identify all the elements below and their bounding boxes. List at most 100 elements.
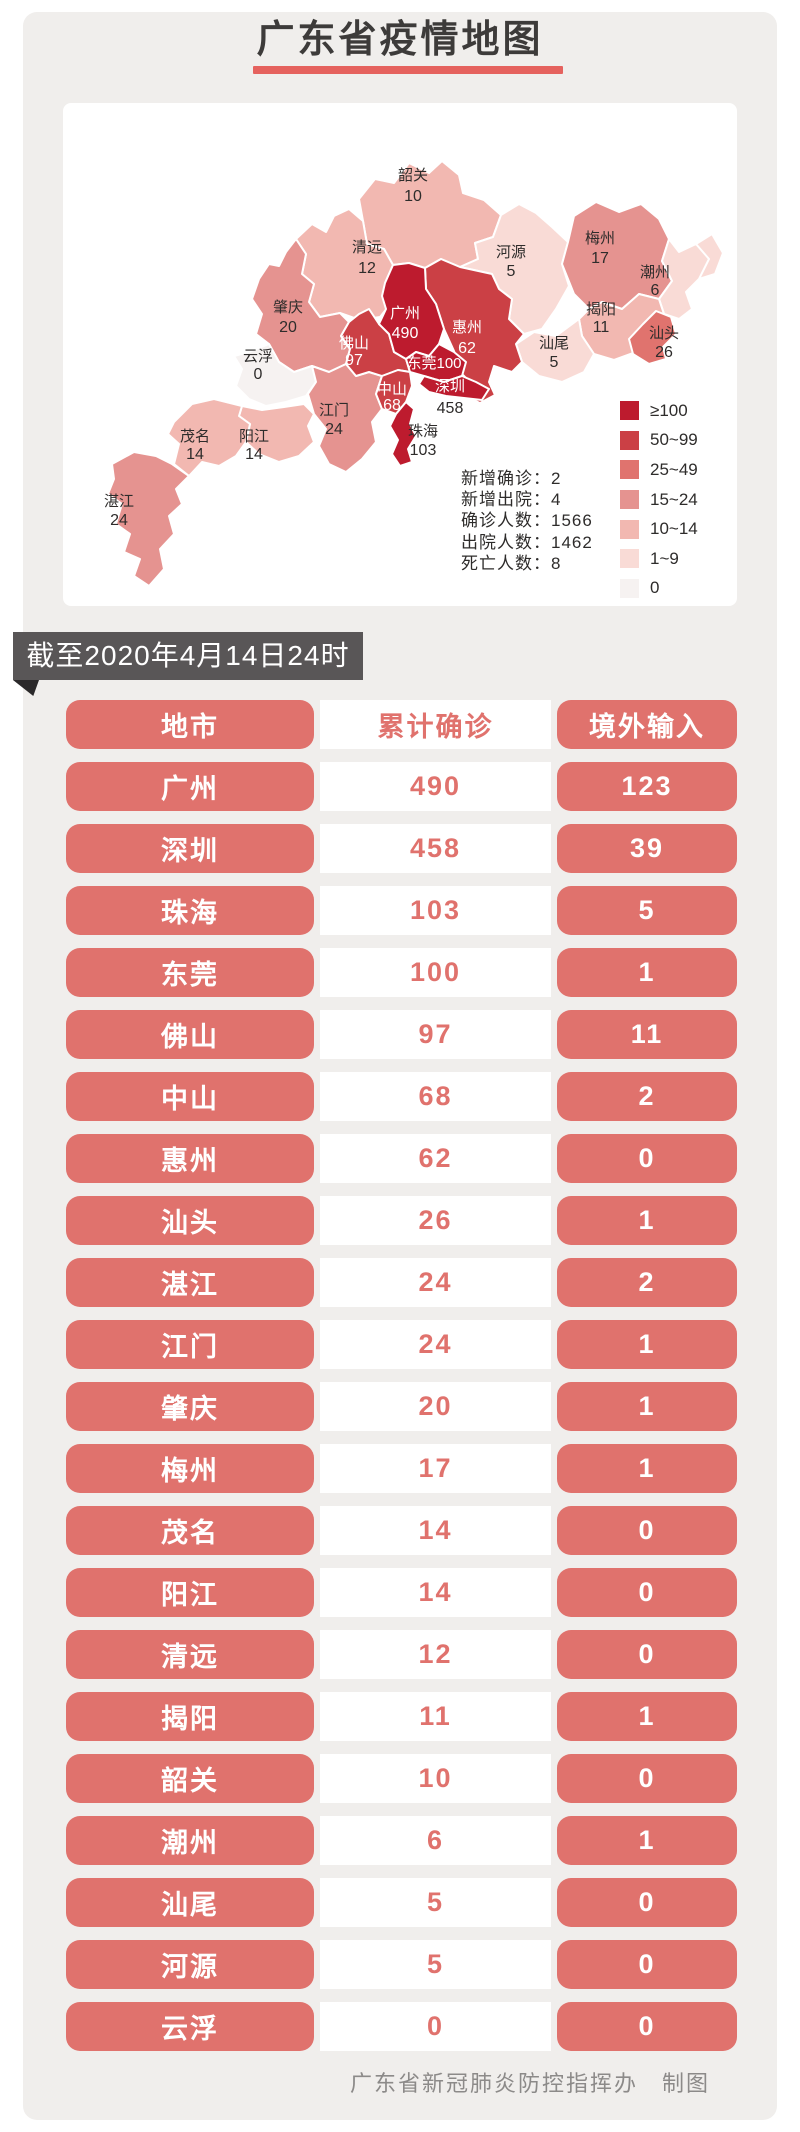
map-label-10: 云浮 xyxy=(243,348,273,365)
map-value-3: 17 xyxy=(591,250,609,267)
cell-imported: 1 xyxy=(557,1196,737,1245)
table-row-14: 清远 12 0 xyxy=(66,1630,737,1679)
cell-imported: 5 xyxy=(557,886,737,935)
cell-imported: 0 xyxy=(557,1506,737,1555)
map-value-12: 14 xyxy=(186,446,204,463)
map-value-9: 20 xyxy=(279,319,297,336)
map-value-4: 6 xyxy=(651,282,660,299)
cell-confirmed: 68 xyxy=(320,1072,551,1121)
cell-confirmed: 26 xyxy=(320,1196,551,1245)
table-row-9: 江门 24 1 xyxy=(66,1320,737,1369)
cell-imported: 1 xyxy=(557,1320,737,1369)
map-region-8 xyxy=(424,258,525,404)
map-region-10 xyxy=(233,343,317,407)
map-label-16: 广州 xyxy=(390,305,420,322)
map-label-0: 韶关 xyxy=(398,167,428,184)
legend-row-1: 50~99 xyxy=(620,426,698,456)
cell-confirmed: 14 xyxy=(320,1568,551,1617)
cell-confirmed: 5 xyxy=(320,1878,551,1927)
map-label-6: 汕头 xyxy=(649,325,679,342)
map-region-17 xyxy=(405,343,467,383)
cell-city: 肇庆 xyxy=(66,1382,314,1431)
legend-swatch-4 xyxy=(620,519,639,539)
table-row-6: 惠州 62 0 xyxy=(66,1134,737,1183)
cell-city: 韶关 xyxy=(66,1754,314,1803)
table-row-3: 东莞 100 1 xyxy=(66,948,737,997)
cell-imported: 1 xyxy=(557,1692,737,1741)
header-cell-imported: 境外输入 xyxy=(557,700,737,749)
cell-city: 东莞 xyxy=(66,948,314,997)
cell-imported: 0 xyxy=(557,1134,737,1183)
cell-city: 清远 xyxy=(66,1630,314,1679)
cell-city: 茂名 xyxy=(66,1506,314,1555)
map-value-15: 97 xyxy=(345,352,363,369)
cell-city: 汕尾 xyxy=(66,1878,314,1927)
map-value-8: 62 xyxy=(458,340,476,357)
table-header-row: 地市 累计确诊 境外输入 xyxy=(66,700,737,749)
legend-row-4: 10~14 xyxy=(620,514,698,544)
table-row-19: 河源 5 0 xyxy=(66,1940,737,1989)
map-label-5: 揭阳 xyxy=(586,301,616,318)
stat-line-0: 新增确诊：2 xyxy=(461,469,562,488)
legend-row-0: ≥100 xyxy=(620,396,698,426)
map-label-9: 肇庆 xyxy=(273,299,303,316)
cell-city: 潮州 xyxy=(66,1816,314,1865)
map-label-13: 湛江 xyxy=(104,493,134,510)
cell-city: 中山 xyxy=(66,1072,314,1121)
cell-confirmed: 20 xyxy=(320,1382,551,1431)
legend-row-3: 15~24 xyxy=(620,485,698,515)
cell-confirmed: 62 xyxy=(320,1134,551,1183)
map-value-6: 26 xyxy=(655,344,673,361)
cell-imported: 39 xyxy=(557,824,737,873)
title-underline xyxy=(253,66,563,74)
map-value-13: 24 xyxy=(110,512,128,529)
cell-city: 阳江 xyxy=(66,1568,314,1617)
legend-swatch-1 xyxy=(620,430,639,450)
legend-label-1: 50~99 xyxy=(650,430,698,450)
map-value-19: 458 xyxy=(437,400,464,417)
cell-city: 云浮 xyxy=(66,2002,314,2051)
cell-city: 广州 xyxy=(66,762,314,811)
map-value-11: 14 xyxy=(245,446,263,463)
legend-row-6: 0 xyxy=(620,574,698,604)
table-row-1: 深圳 458 39 xyxy=(66,824,737,873)
cell-city: 湛江 xyxy=(66,1258,314,1307)
map-label-11: 阳江 xyxy=(239,428,269,445)
legend-label-2: 25~49 xyxy=(650,459,698,479)
cell-city: 佛山 xyxy=(66,1010,314,1059)
map-value-16: 490 xyxy=(392,325,419,342)
table-row-11: 梅州 17 1 xyxy=(66,1444,737,1493)
cell-imported: 0 xyxy=(557,2002,737,2051)
table-row-20: 云浮 0 0 xyxy=(66,2002,737,2051)
header-cell-confirmed: 累计确诊 xyxy=(320,700,551,749)
cell-imported: 2 xyxy=(557,1072,737,1121)
cell-city: 河源 xyxy=(66,1940,314,1989)
map-label-19: 深圳 xyxy=(435,378,465,395)
map-legend: ≥100 50~99 25~49 15~24 10~14 1~9 0 xyxy=(620,396,698,603)
map-value-7: 5 xyxy=(550,354,559,371)
header-cell-city: 地市 xyxy=(66,700,314,749)
map-label-18: 中山 xyxy=(377,381,407,398)
map-label-12: 茂名 xyxy=(180,428,210,445)
cell-city: 珠海 xyxy=(66,886,314,935)
cell-city: 江门 xyxy=(66,1320,314,1369)
cell-confirmed: 24 xyxy=(320,1320,551,1369)
legend-swatch-2 xyxy=(620,460,639,480)
cell-confirmed: 17 xyxy=(320,1444,551,1493)
map-label-4: 潮州 xyxy=(640,264,670,281)
cell-confirmed: 97 xyxy=(320,1010,551,1059)
table-row-2: 珠海 103 5 xyxy=(66,886,737,935)
cell-confirmed: 10 xyxy=(320,1754,551,1803)
table-row-0: 广州 490 123 xyxy=(66,762,737,811)
cell-confirmed: 458 xyxy=(320,824,551,873)
cell-city: 梅州 xyxy=(66,1444,314,1493)
map-region-7 xyxy=(515,318,595,383)
cell-confirmed: 12 xyxy=(320,1630,551,1679)
table-row-18: 汕尾 5 0 xyxy=(66,1878,737,1927)
map-value-10: 0 xyxy=(254,366,263,383)
table-row-5: 中山 68 2 xyxy=(66,1072,737,1121)
map-value-5: 11 xyxy=(593,319,610,336)
legend-row-2: 25~49 xyxy=(620,455,698,485)
cell-confirmed: 100 xyxy=(320,948,551,997)
cell-city: 汕头 xyxy=(66,1196,314,1245)
